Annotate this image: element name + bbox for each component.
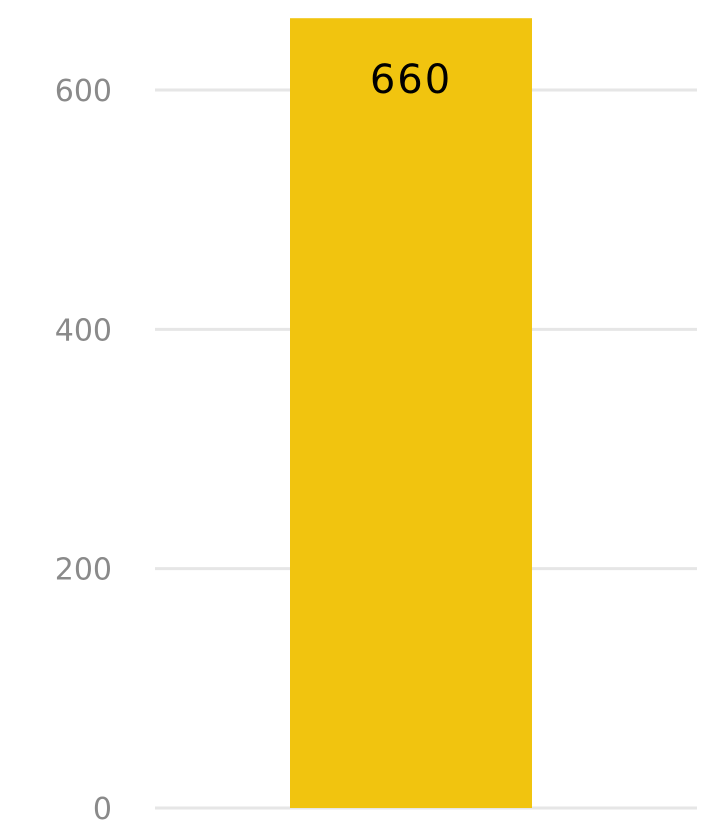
y-tick-label-600: 600 (55, 74, 112, 109)
y-axis-tick-labels: 0 200 400 600 (55, 74, 112, 827)
y-tick-label-0: 0 (93, 792, 112, 827)
y-tick-label-400: 400 (55, 313, 112, 348)
bar-0 (290, 18, 532, 808)
data-label-0: 660 (370, 57, 452, 103)
bars (290, 18, 532, 808)
y-tick-label-200: 200 (55, 553, 112, 588)
data-labels: 660 (370, 57, 452, 103)
